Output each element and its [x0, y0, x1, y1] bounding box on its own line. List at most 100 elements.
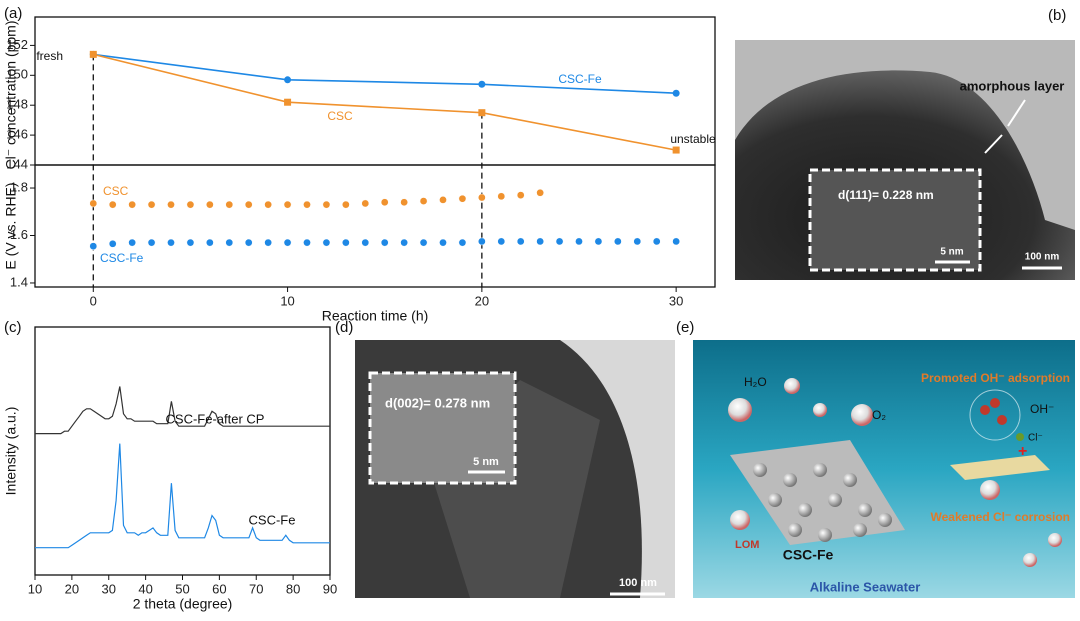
y-tick-label: 148: [6, 97, 28, 112]
point: [206, 238, 214, 247]
y-axis-label: Intensity (a.u.): [3, 407, 19, 496]
point: [322, 238, 331, 247]
marker: [672, 89, 680, 97]
point: [264, 200, 272, 209]
point: [128, 200, 136, 209]
point: [652, 237, 661, 246]
series-label: CSC-Fe: [100, 251, 144, 265]
label: O₂: [872, 408, 886, 422]
point: [361, 238, 370, 247]
x-axis-label: Reaction time (h): [322, 308, 429, 324]
series-line: [35, 386, 330, 435]
point: [186, 238, 195, 247]
x-tick-label: 20: [475, 293, 489, 308]
point: [516, 191, 525, 199]
panel-label: (c): [4, 319, 22, 336]
point: [186, 200, 195, 209]
x-tick-label: 40: [138, 581, 152, 596]
panel-label: (d): [335, 319, 353, 336]
point: [244, 238, 253, 247]
x-tick-label: 30: [669, 293, 683, 308]
label: CSC-Fe: [783, 547, 834, 563]
scale-label: 100 nm: [1025, 252, 1060, 263]
marker: [284, 76, 292, 84]
label: OH⁻: [1030, 402, 1054, 416]
point: [342, 238, 350, 247]
point: [89, 199, 98, 208]
annotation: unstable: [670, 132, 716, 146]
point: [575, 237, 583, 246]
point: [361, 199, 370, 208]
point: [206, 200, 214, 209]
x-tick-label: 20: [65, 581, 79, 596]
point: [672, 237, 680, 246]
svg-text:+: +: [1018, 443, 1027, 460]
point: [594, 237, 603, 246]
y-tick-label: 152: [6, 37, 28, 52]
point: [497, 237, 506, 246]
scale-label: 100 nm: [619, 577, 657, 589]
x-tick-label: 70: [249, 581, 263, 596]
y-axis-label: Cl⁻ concentration (ppm): [3, 20, 19, 169]
point: [108, 239, 117, 248]
label: Cl⁻: [1028, 433, 1043, 444]
series-label: CSC: [103, 184, 129, 198]
point: [380, 238, 389, 247]
point: [497, 192, 506, 201]
point: [419, 197, 428, 205]
series-line: [35, 443, 330, 549]
point: [322, 200, 331, 209]
label: LOM: [735, 539, 759, 551]
panel-label: (e): [676, 319, 694, 336]
point: [400, 198, 408, 207]
point: [147, 200, 156, 209]
x-tick-label: 60: [212, 581, 226, 596]
point: [478, 193, 486, 202]
point: [380, 198, 389, 207]
label: Promoted OH⁻ adsorption: [921, 371, 1070, 385]
point: [303, 200, 311, 209]
series-label: CSC-Fe-after CP: [166, 411, 265, 426]
point: [225, 238, 234, 247]
label: Alkaline Seawater: [810, 579, 921, 594]
inset-label: d(002)= 0.278 nm: [385, 395, 490, 410]
tem-image-b: d(111)= 0.228 nm 5 nm 100 nm amorphous l…: [735, 40, 1075, 280]
annotation: CSC: [327, 109, 353, 123]
point: [342, 200, 350, 209]
panel-label: (b): [1048, 7, 1066, 24]
x-tick-label: 50: [175, 581, 189, 596]
point: [439, 196, 447, 204]
panel-label: (a): [4, 5, 22, 22]
inset-label: d(111)= 0.228 nm: [838, 188, 934, 202]
point: [283, 238, 292, 247]
point: [303, 238, 311, 247]
x-tick-label: 10: [280, 293, 294, 308]
point: [108, 200, 117, 209]
x-tick-label: 10: [28, 581, 42, 596]
point: [516, 237, 525, 246]
point: [167, 238, 175, 247]
marker: [672, 146, 680, 154]
scale-label: 5 nm: [473, 456, 499, 468]
marker: [89, 50, 97, 58]
point: [264, 238, 272, 247]
tem-image-d: d(002)= 0.278 nm 5 nm 100 nm: [355, 340, 675, 598]
y-axis-label: E (V vs. RHE): [3, 182, 19, 269]
schematic-e: + H₂O O₂ Promoted OH⁻ adsorption OH⁻ Cl⁻…: [693, 340, 1075, 598]
marker: [284, 98, 292, 106]
y-tick-label: 144: [6, 156, 28, 171]
series-label: CSC-Fe: [249, 512, 296, 527]
point: [283, 200, 292, 209]
scale-label: 5 nm: [940, 247, 963, 258]
label: Weakened Cl⁻ corrosion: [931, 510, 1070, 524]
annotation: CSC-Fe: [558, 72, 602, 86]
point: [555, 237, 564, 246]
y-tick-label: 1.4: [10, 274, 28, 289]
label: H₂O: [744, 375, 767, 389]
point: [167, 200, 175, 209]
point: [614, 237, 622, 246]
point: [458, 194, 467, 203]
point: [147, 238, 156, 247]
point: [536, 188, 544, 197]
